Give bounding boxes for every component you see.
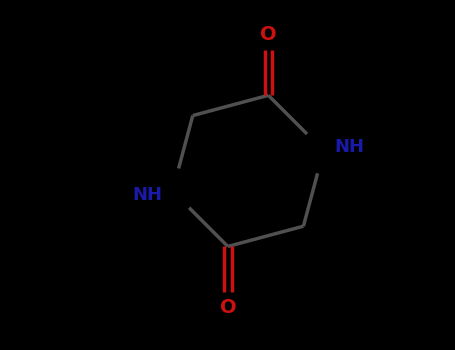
Text: O: O	[219, 298, 236, 317]
Text: NH: NH	[334, 138, 364, 155]
Text: O: O	[260, 25, 277, 44]
Text: NH: NH	[132, 186, 162, 204]
